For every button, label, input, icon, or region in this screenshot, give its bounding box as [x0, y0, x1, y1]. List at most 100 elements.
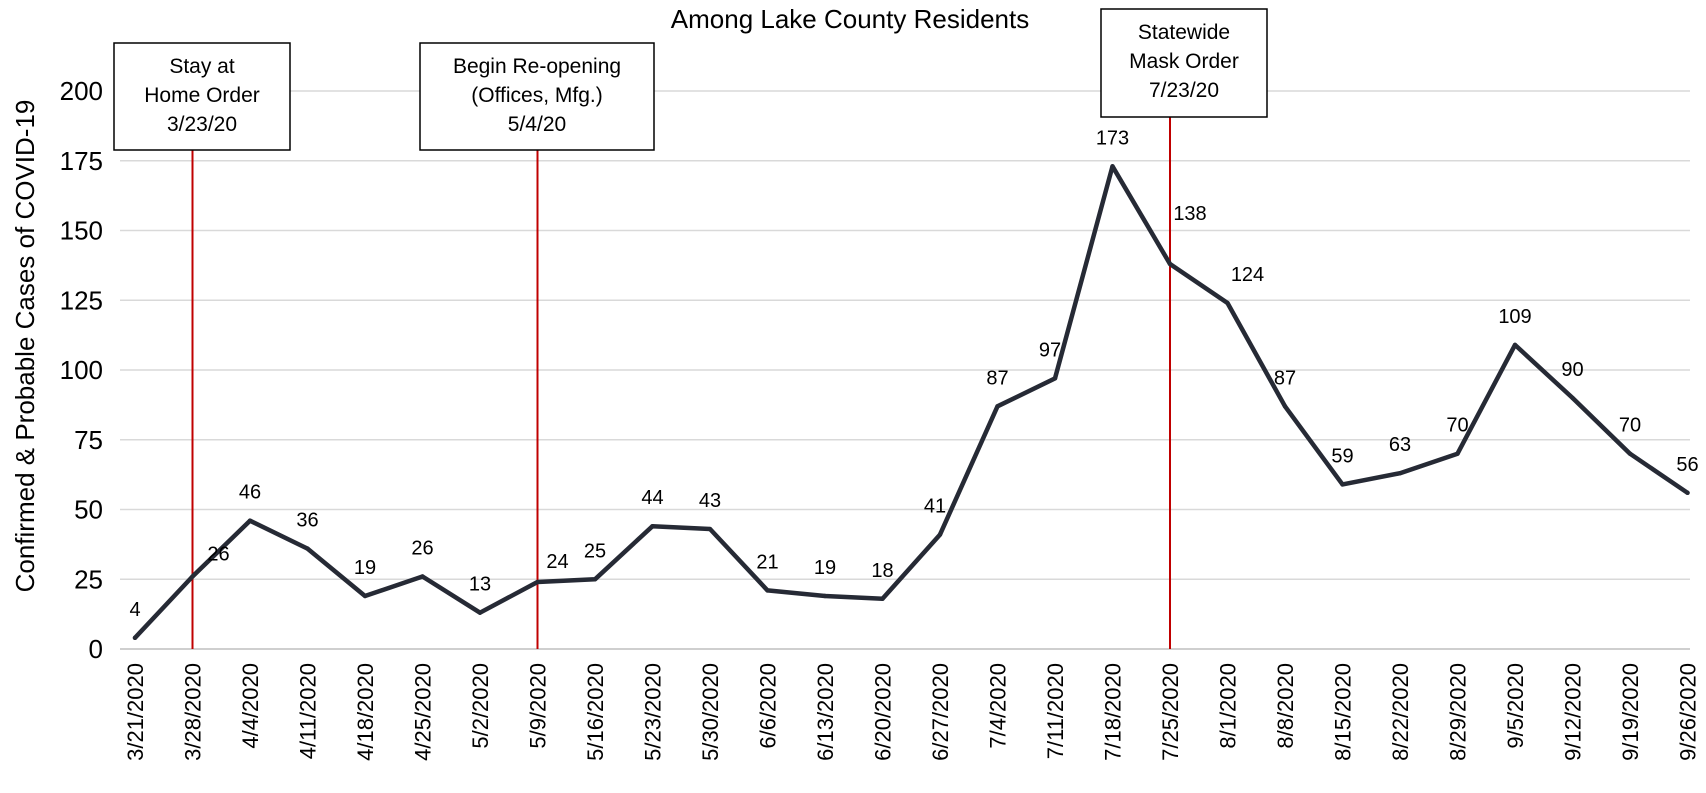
annotation-text: Begin Re-opening: [453, 55, 621, 78]
data-point: [822, 593, 828, 599]
annotation-box-frame: [419, 42, 655, 151]
annotation-text: (Offices, Mfg.): [471, 84, 602, 107]
x-tick-label: 8/15/2020: [1331, 663, 1356, 761]
x-tick-label: 9/12/2020: [1561, 663, 1586, 761]
data-point: [535, 579, 540, 585]
data-label: 21: [756, 551, 778, 573]
annotation-boxes: Stay at Home Order 3/23/20 Begin Re-opening…: [113, 8, 1268, 151]
data-point: [592, 577, 598, 582]
chart-title: Among Lake County Residents: [671, 4, 1029, 34]
data-label: 24: [546, 551, 568, 573]
data-point: [132, 635, 138, 641]
x-tick-label: 8/8/2020: [1273, 663, 1298, 749]
x-tick-label: 7/4/2020: [986, 663, 1011, 749]
y-axis-ticks: 0 25 50 75 100 125 150 175 200: [60, 76, 103, 664]
x-tick-label: 4/18/2020: [353, 663, 378, 761]
data-point: [937, 532, 943, 537]
data-label: 46: [239, 482, 261, 504]
data-point: [247, 518, 253, 523]
x-tick-label: 7/18/2020: [1101, 663, 1126, 761]
annotation-box: Begin Re-opening (Offices, Mfg.) 5/4/20: [419, 42, 655, 151]
annotation-text: Mask Order: [1129, 50, 1239, 73]
x-tick-label: 7/25/2020: [1158, 663, 1183, 761]
x-tick-label: 4/11/2020: [296, 663, 321, 759]
data-label: 19: [354, 557, 376, 579]
data-label: 87: [986, 367, 1008, 389]
data-point: [1052, 376, 1058, 381]
x-tick-label: 6/20/2020: [871, 663, 896, 761]
annotation-box-frame: [113, 42, 291, 151]
data-point: [765, 588, 770, 593]
data-label: 109: [1498, 306, 1531, 328]
data-point: [1627, 451, 1633, 456]
data-point: [1282, 404, 1288, 409]
y-tick-label: 100: [60, 355, 103, 385]
data-label: 87: [1274, 367, 1296, 389]
data-label: 13: [469, 574, 491, 596]
x-tick-label: 4/4/2020: [238, 663, 263, 749]
annotation-text: Statewide: [1138, 21, 1230, 44]
x-tick-label: 5/9/2020: [526, 663, 551, 749]
data-label: 63: [1389, 434, 1411, 456]
y-tick-label: 0: [89, 634, 103, 664]
data-label: 56: [1676, 454, 1698, 476]
x-tick-label: 8/22/2020: [1388, 663, 1413, 761]
data-label: 26: [411, 537, 433, 559]
data-label: 41: [924, 496, 946, 518]
x-tick-label: 3/21/2020: [123, 663, 148, 761]
data-label: 124: [1231, 264, 1264, 286]
data-point: [420, 574, 425, 579]
data-label: 44: [641, 487, 663, 509]
annotation-text: 5/4/20: [508, 113, 566, 136]
series-cases: [132, 164, 1690, 641]
x-tick-label: 5/23/2020: [641, 663, 666, 761]
data-point: [995, 404, 1000, 409]
data-point: [1570, 395, 1575, 401]
x-tick-label: 9/19/2020: [1618, 663, 1643, 761]
data-label: 138: [1173, 203, 1206, 225]
y-tick-label: 150: [60, 216, 103, 246]
x-tick-label: 8/1/2020: [1216, 663, 1241, 749]
data-label: 18: [871, 560, 893, 582]
y-tick-label: 25: [74, 564, 103, 594]
x-axis-ticks: 3/21/2020 3/28/2020 4/4/2020 4/11/2020 4/18/…: [123, 663, 1701, 761]
gridlines: [120, 90, 1690, 650]
data-point: [1512, 342, 1518, 348]
x-tick-label: 7/11/2020: [1043, 663, 1068, 759]
data-point: [1340, 482, 1345, 487]
annotation-lines: [191, 117, 1171, 649]
series-line: [132, 164, 1690, 641]
data-point: [362, 593, 368, 599]
x-tick-label: 6/6/2020: [756, 663, 781, 749]
data-label: 25: [584, 540, 606, 562]
x-tick-label: 9/26/2020: [1676, 663, 1701, 761]
data-label: 90: [1561, 359, 1583, 381]
y-tick-label: 200: [60, 76, 103, 106]
data-label: 43: [699, 490, 721, 512]
annotation-text: 3/23/20: [167, 113, 237, 136]
x-tick-label: 4/25/2020: [411, 663, 436, 761]
x-tick-label: 6/13/2020: [813, 663, 838, 761]
data-point: [1455, 451, 1460, 456]
x-tick-label: 3/28/2020: [181, 663, 206, 761]
data-point: [1225, 300, 1230, 306]
data-point: [707, 526, 713, 532]
data-label: 70: [1619, 415, 1641, 437]
annotation-text: Home Order: [144, 84, 260, 107]
y-tick-label: 75: [74, 425, 103, 455]
x-tick-label: 8/29/2020: [1446, 663, 1471, 761]
annotation-box-frame: [1100, 8, 1268, 118]
x-tick-label: 9/5/2020: [1503, 663, 1528, 749]
data-point: [1397, 471, 1403, 476]
x-tick-label: 5/30/2020: [698, 663, 723, 761]
data-label: 4: [129, 599, 140, 621]
data-point: [305, 546, 310, 551]
data-label: 70: [1446, 415, 1468, 437]
data-label: 36: [296, 510, 318, 532]
y-tick-label: 175: [60, 146, 103, 176]
data-label: 26: [207, 543, 229, 565]
data-label: 59: [1331, 445, 1353, 467]
annotation-box: Statewide Mask Order 7/23/20: [1100, 8, 1268, 118]
annotation-text: 7/23/20: [1149, 79, 1219, 102]
